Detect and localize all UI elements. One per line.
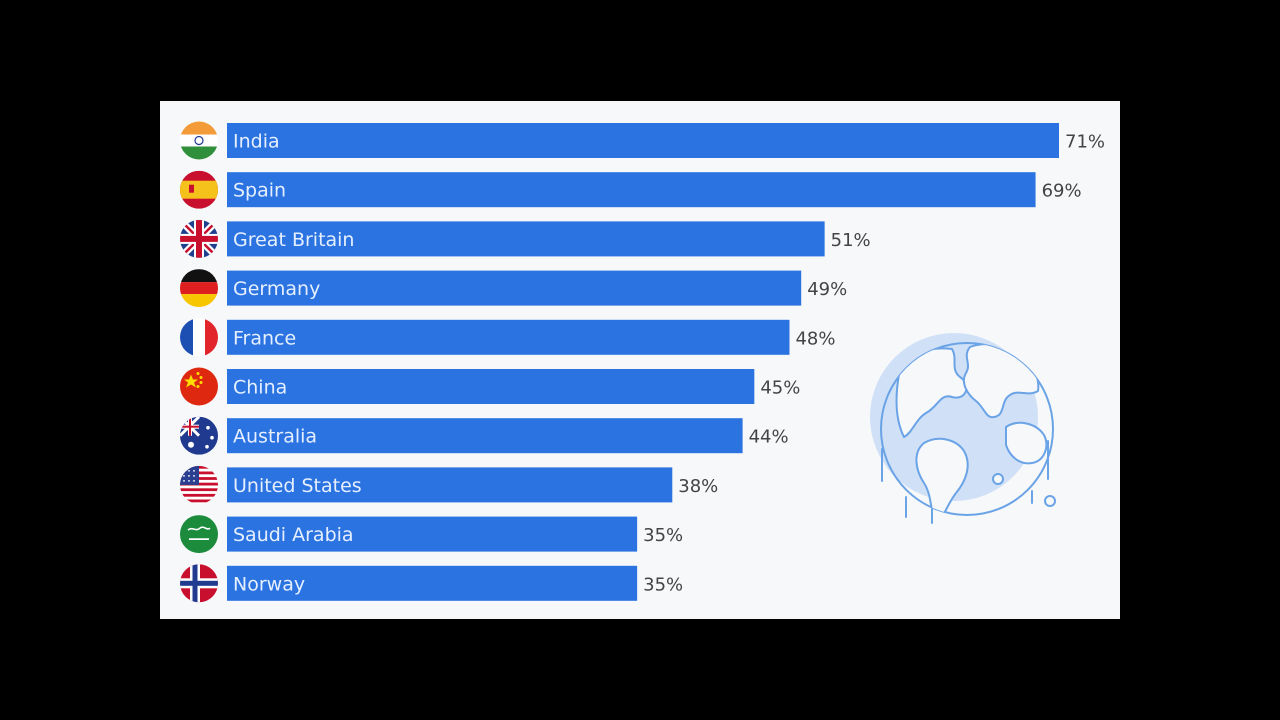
spain-flag-icon — [180, 170, 218, 209]
bar-saudi-arabia — [227, 516, 638, 552]
germany-flag-icon — [180, 269, 218, 308]
category-label: Australia — [233, 426, 317, 448]
norway-flag-icon — [180, 564, 218, 603]
category-label: United States — [233, 475, 362, 497]
value-label: 35% — [643, 525, 683, 546]
category-label: India — [233, 131, 280, 153]
category-label: Norway — [233, 573, 305, 595]
bar-great-britain — [227, 221, 825, 257]
india-flag-icon — [180, 121, 218, 160]
value-label: 35% — [643, 574, 683, 595]
bar-india — [227, 123, 1059, 158]
china-flag-icon — [180, 367, 218, 406]
bar-australia — [227, 418, 743, 454]
category-label: Great Britain — [233, 229, 354, 251]
value-label: 49% — [807, 279, 847, 300]
bar-chart: India Spain Great Britain Germany France Chin… — [180, 121, 1105, 603]
great-britain-flag-icon — [180, 219, 218, 258]
melting-globe-icon — [870, 333, 1056, 524]
australia-flag-icon — [180, 416, 218, 455]
value-label: 38% — [678, 476, 718, 497]
category-label: France — [233, 327, 296, 349]
bar-united-states — [227, 467, 673, 503]
chart-panel: India Spain Great Britain Germany France Chin… — [160, 101, 1120, 619]
bar-france — [227, 319, 790, 355]
value-label: 48% — [795, 328, 835, 349]
saudi-arabia-flag-icon — [180, 515, 218, 554]
united-states-flag-icon — [180, 465, 218, 504]
category-label: Saudi Arabia — [233, 524, 354, 546]
bar-norway — [227, 565, 638, 601]
category-label: Germany — [233, 278, 320, 300]
value-label: 51% — [831, 230, 871, 251]
france-flag-icon — [180, 318, 218, 357]
value-label: 44% — [749, 427, 789, 448]
value-label: 71% — [1065, 132, 1105, 153]
category-label: Spain — [233, 180, 286, 202]
bar-china — [227, 369, 755, 404]
bar-germany — [227, 270, 802, 306]
value-label: 69% — [1042, 181, 1082, 202]
bar-spain — [227, 172, 1036, 208]
category-label: China — [233, 377, 287, 399]
value-label: 45% — [760, 378, 800, 399]
